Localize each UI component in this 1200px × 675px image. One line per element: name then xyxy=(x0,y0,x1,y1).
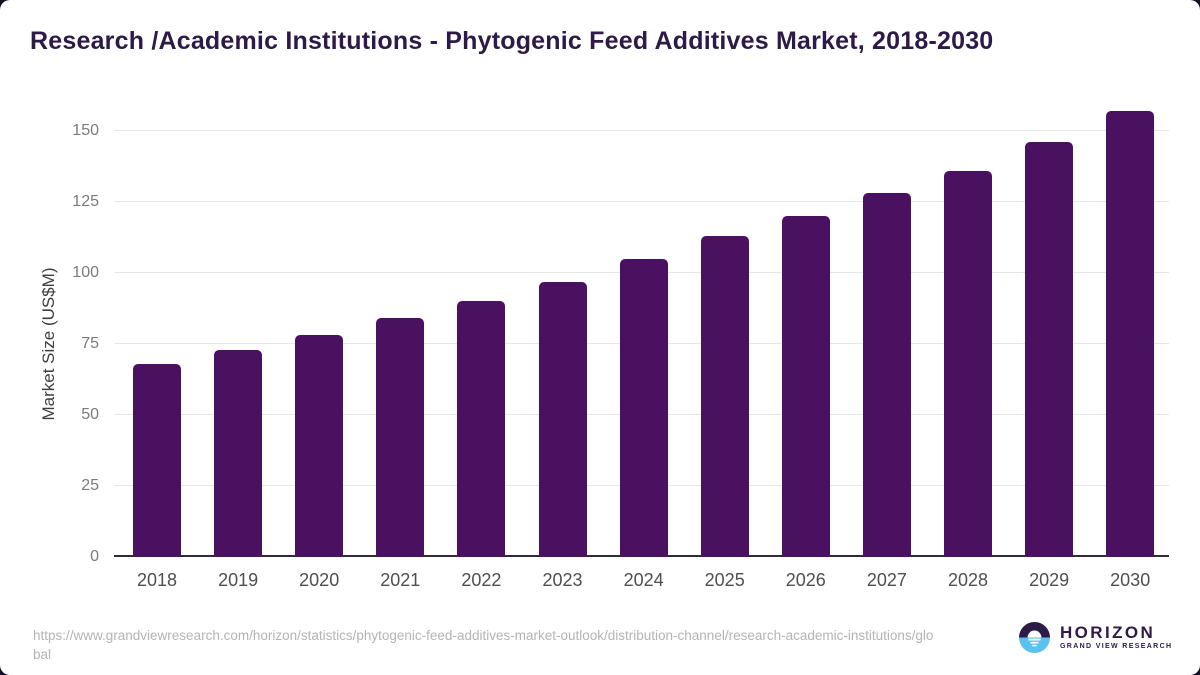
bar-2022 xyxy=(457,301,506,557)
bar-2026 xyxy=(781,216,830,557)
y-tick-label: 25 xyxy=(81,477,99,494)
y-axis-tick-labels: 0 25 50 75 100 125 150 xyxy=(0,122,99,565)
chart-title: Research /Academic Institutions - Phytog… xyxy=(30,27,994,55)
y-tick-label: 150 xyxy=(72,122,99,139)
bar-2027 xyxy=(862,193,911,557)
gridline xyxy=(114,201,1169,202)
bar-2024 xyxy=(619,258,668,557)
x-tick-label: 2023 xyxy=(542,570,583,590)
x-tick-label: 2018 xyxy=(136,570,178,590)
x-tick-label: 2024 xyxy=(623,570,664,590)
gridline xyxy=(114,130,1169,131)
brand-subtitle: GRAND VIEW RESEARCH xyxy=(1060,643,1173,650)
bar-2028 xyxy=(944,170,992,557)
x-tick-label: 2027 xyxy=(866,570,907,590)
brand-text: HORIZON GRAND VIEW RESEARCH xyxy=(1060,624,1172,651)
y-tick-label: 50 xyxy=(81,406,99,423)
horizon-sun-logo-icon xyxy=(1019,622,1050,653)
x-tick-label: 2025 xyxy=(704,570,745,590)
x-tick-label: 2020 xyxy=(299,570,340,590)
bar-2018 xyxy=(133,363,181,557)
bar-2021 xyxy=(376,318,425,557)
bar-2023 xyxy=(538,281,587,557)
y-tick-label: 125 xyxy=(72,193,99,210)
x-tick-label: 2026 xyxy=(785,570,826,590)
bar-2025 xyxy=(700,236,749,557)
bar-2030 xyxy=(1106,111,1155,557)
brand-logo: HORIZON GRAND VIEW RESEARCH xyxy=(1019,622,1172,653)
x-tick-label: 2019 xyxy=(218,570,259,590)
x-tick-label: 2021 xyxy=(380,570,421,590)
y-tick-label: 0 xyxy=(90,548,99,565)
x-tick-label: 2029 xyxy=(1029,570,1070,590)
plot-area: 2018 2019 2020 2021 2022 2023 2024 2025 2026 2027… xyxy=(114,111,1169,590)
source-url-text: https://www.grandviewresearch.com/horizo… xyxy=(33,628,934,662)
x-tick-label: 2028 xyxy=(947,570,989,590)
x-tick-label: 2030 xyxy=(1110,570,1151,590)
bar-2020 xyxy=(295,335,344,557)
bar-2029 xyxy=(1025,142,1074,557)
y-tick-label: 100 xyxy=(72,264,99,281)
x-tick-label: 2022 xyxy=(461,570,502,590)
brand-name: HORIZON xyxy=(1060,623,1156,642)
y-tick-label: 75 xyxy=(81,335,99,352)
bar-2019 xyxy=(214,349,263,557)
